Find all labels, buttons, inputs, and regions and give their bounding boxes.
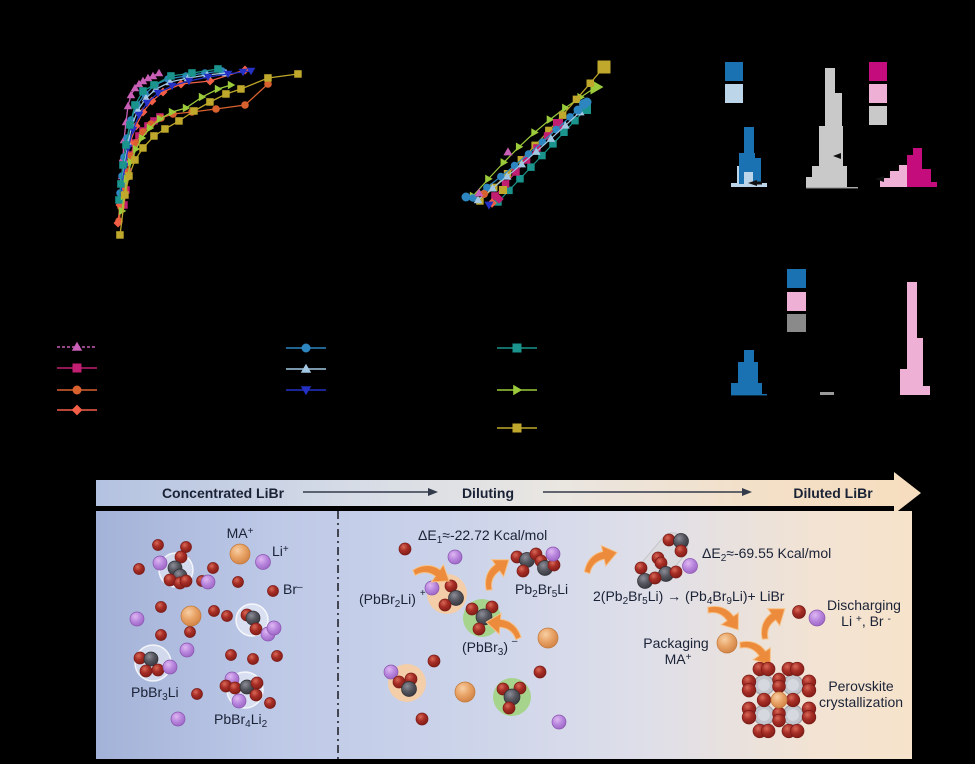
svg-text:crystallization: crystallization <box>819 694 903 710</box>
svg-text:MA+: MA+ <box>665 651 692 667</box>
svg-text:Perovskite: Perovskite <box>828 678 894 694</box>
svg-text:Concentrated LiBr: Concentrated LiBr <box>162 485 285 501</box>
svg-text:(PbBr3) –: (PbBr3) – <box>462 636 518 658</box>
svg-text:Packaging: Packaging <box>643 635 708 651</box>
svg-text:PbBr4Li2: PbBr4Li2 <box>214 711 268 730</box>
svg-text:MA+: MA+ <box>227 525 254 541</box>
svg-text:2(Pb2Br5Li) → (Pb4Br9Li)+ LiBr: 2(Pb2Br5Li) → (Pb4Br9Li)+ LiBr <box>593 588 785 607</box>
svg-text:ΔE1≈-22.72 Kcal/mol: ΔE1≈-22.72 Kcal/mol <box>418 527 547 546</box>
svg-text:Diluting: Diluting <box>462 485 514 501</box>
svg-text:ΔE2≈-69.55 Kcal/mol: ΔE2≈-69.55 Kcal/mol <box>702 545 831 564</box>
svg-text:(PbBr2Li) +: (PbBr2Li) + <box>359 588 426 610</box>
svg-text:Discharging: Discharging <box>827 597 901 613</box>
svg-text:Diluted LiBr: Diluted LiBr <box>793 485 873 501</box>
svg-text:Li +, Br -: Li +, Br - <box>841 613 891 629</box>
